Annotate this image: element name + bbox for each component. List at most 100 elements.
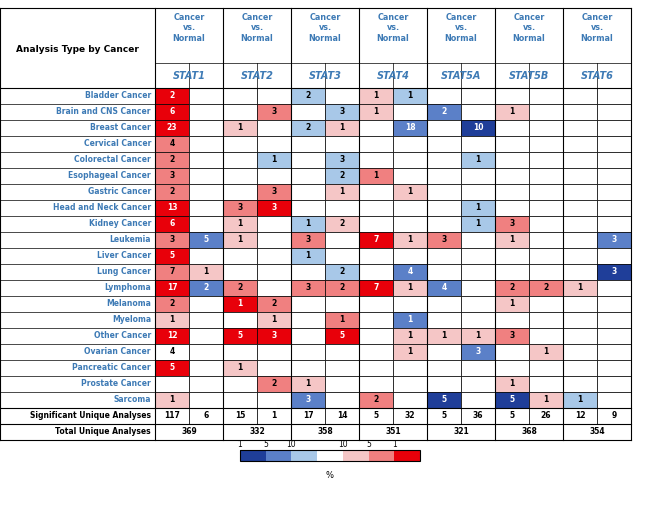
Text: 2: 2	[306, 91, 311, 100]
Text: 1: 1	[475, 203, 480, 212]
Text: 1: 1	[373, 107, 378, 117]
Bar	[393, 312, 427, 328]
Text: Gastric Cancer: Gastric Cancer	[88, 188, 151, 197]
Bar	[223, 328, 257, 344]
Bar	[529, 248, 563, 264]
Bar	[325, 408, 359, 424]
Bar	[189, 216, 223, 232]
Text: 1: 1	[170, 315, 175, 324]
Bar	[223, 296, 257, 312]
Bar	[325, 152, 359, 168]
Bar	[495, 88, 529, 104]
Bar	[189, 392, 223, 408]
Bar	[495, 168, 529, 184]
Text: 4: 4	[408, 268, 413, 276]
Text: Lung Cancer: Lung Cancer	[97, 268, 151, 276]
Bar	[529, 88, 563, 104]
Bar	[291, 88, 325, 104]
Text: Cancer
vs.
Normal: Cancer vs. Normal	[376, 13, 410, 43]
Bar	[325, 232, 359, 248]
Bar	[359, 104, 393, 120]
Bar	[495, 376, 529, 392]
Bar	[461, 312, 495, 328]
Text: 1: 1	[170, 395, 175, 405]
Text: 1: 1	[408, 235, 413, 244]
Bar	[359, 424, 427, 440]
Bar	[529, 184, 563, 200]
Text: Cervical Cancer: Cervical Cancer	[84, 139, 151, 149]
Bar	[597, 280, 631, 296]
Text: 32: 32	[405, 412, 415, 420]
Bar	[393, 296, 427, 312]
Bar	[393, 264, 427, 280]
Bar	[461, 216, 495, 232]
Bar	[155, 152, 189, 168]
Bar	[597, 312, 631, 328]
Bar	[597, 232, 631, 248]
Text: 369: 369	[181, 427, 197, 437]
Text: 5: 5	[441, 395, 447, 405]
Bar	[563, 200, 597, 216]
Bar	[189, 136, 223, 152]
Bar	[223, 216, 257, 232]
Text: 5: 5	[203, 235, 209, 244]
Bar	[359, 136, 393, 152]
Bar	[0, 8, 155, 88]
Bar	[495, 104, 529, 120]
Bar	[257, 296, 291, 312]
Bar	[427, 312, 461, 328]
Bar	[291, 200, 325, 216]
Text: 3: 3	[306, 395, 311, 405]
Text: 6: 6	[170, 220, 175, 229]
Bar	[427, 280, 461, 296]
Bar	[495, 392, 529, 408]
Bar	[529, 152, 563, 168]
Text: 1: 1	[510, 235, 515, 244]
Bar	[359, 280, 393, 296]
Bar	[223, 360, 257, 376]
Bar	[563, 312, 597, 328]
Text: 2: 2	[510, 283, 515, 293]
Text: 1: 1	[543, 395, 549, 405]
Bar	[291, 232, 325, 248]
Bar	[427, 216, 461, 232]
Bar	[393, 200, 427, 216]
Bar	[597, 328, 631, 344]
Bar	[495, 120, 529, 136]
Bar	[529, 104, 563, 120]
Bar	[257, 392, 291, 408]
Bar	[257, 280, 291, 296]
Bar	[291, 264, 325, 280]
Bar	[359, 184, 393, 200]
Bar	[529, 136, 563, 152]
Bar	[597, 248, 631, 264]
Text: 1: 1	[441, 332, 447, 341]
Bar	[563, 248, 597, 264]
Bar	[427, 120, 461, 136]
Bar	[291, 328, 325, 344]
Bar	[359, 232, 393, 248]
Bar	[291, 450, 317, 461]
Bar	[155, 360, 189, 376]
Bar	[393, 360, 427, 376]
Text: 2: 2	[543, 283, 549, 293]
Text: 1: 1	[475, 156, 480, 164]
Text: Cancer
vs.
Normal: Cancer vs. Normal	[445, 13, 477, 43]
Bar	[461, 104, 495, 120]
Bar	[155, 328, 189, 344]
Text: 1: 1	[306, 220, 311, 229]
Text: 2: 2	[203, 283, 209, 293]
Text: 1: 1	[408, 347, 413, 356]
Text: 1: 1	[272, 156, 277, 164]
Text: %: %	[326, 470, 334, 480]
Bar	[495, 360, 529, 376]
Bar	[495, 312, 529, 328]
Bar	[427, 232, 461, 248]
Bar	[461, 296, 495, 312]
Bar	[461, 392, 495, 408]
Text: 5: 5	[374, 412, 378, 420]
Bar	[495, 264, 529, 280]
Text: 3: 3	[612, 235, 617, 244]
Bar	[223, 136, 257, 152]
Bar	[563, 392, 597, 408]
